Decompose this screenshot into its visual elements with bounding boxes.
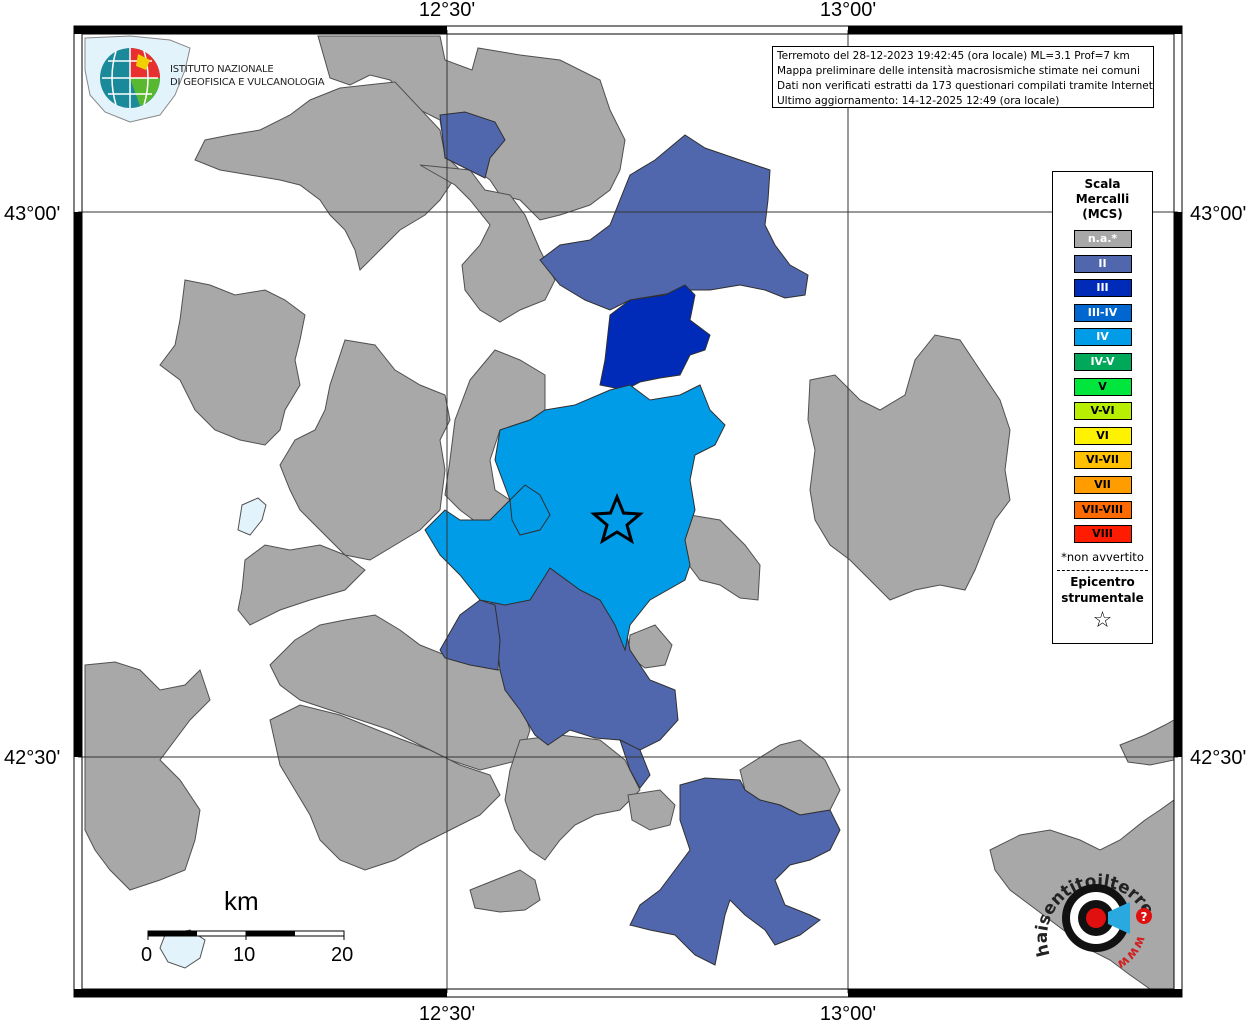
legend-items: n.a.* II III III-IV IV IV-V V V-VI VI VI-VII VII VI… [1053, 230, 1152, 544]
scale-title: km [224, 886, 259, 916]
region-ii [539, 134, 809, 311]
legend-epicenter-line2: strumentale [1061, 590, 1144, 605]
legend-item: V-VI [1073, 402, 1132, 421]
region-na [419, 164, 556, 323]
scale-bar [147, 930, 345, 940]
left-lat-label-b: 42°30' [4, 747, 60, 769]
scale-label-0: 0 [141, 944, 153, 966]
ingv-name: ISTITUTO NAZIONALE DI GEOFISICA E VULCAN… [170, 63, 325, 89]
region-iv-border [509, 484, 551, 536]
top-lon-label-b: 13°00' [820, 0, 876, 21]
right-lat-label-b: 42°30' [1190, 747, 1246, 769]
scale-label-20: 20 [331, 944, 354, 966]
legend-item: IV [1073, 328, 1132, 347]
epicenter-star-icon [590, 493, 644, 545]
event-info-line3: Dati non verificati estratti da 173 ques… [777, 80, 1154, 92]
legend-item: II [1073, 254, 1132, 273]
region-na [627, 789, 676, 831]
legend-title-line1: Scala [1084, 177, 1121, 191]
legend-epicenter-line1: Epicentro [1070, 574, 1135, 589]
ingv-name-line2: DI GEOFISICA E VULCANOLOGIA [170, 77, 325, 88]
event-info-box: Terremoto del 28-12-2023 19:42:45 (ora l… [772, 46, 1154, 108]
municipalities-iv [424, 384, 726, 652]
region-na [84, 661, 211, 891]
region-iv [424, 384, 726, 652]
legend-item: V [1073, 377, 1132, 396]
region-ii [439, 111, 506, 179]
mcs-legend: Scala Mercalli (MCS) n.a.* II III III-IV IV I… [1052, 171, 1153, 644]
legend-item: VI-VII [1073, 451, 1132, 470]
region-na [504, 734, 641, 861]
legend-item: VIII [1073, 525, 1132, 544]
legend-separator [1057, 569, 1148, 571]
map-frame [73, 25, 1183, 998]
legend-epicenter-label: Epicentro strumentale [1053, 574, 1152, 606]
event-info-line1: Terremoto del 28-12-2023 19:42:45 (ora l… [777, 50, 1130, 62]
legend-title-line3: (MCS) [1082, 207, 1123, 221]
bottom-lon-label-b: 13°00' [820, 1003, 876, 1024]
legend-star-icon: ☆ [1092, 607, 1113, 633]
ingv-logo [88, 36, 318, 126]
event-info-line2: Mappa preliminare delle intensità macros… [777, 65, 1140, 77]
region-na [469, 869, 541, 913]
right-lat-label-a: 43°00' [1190, 203, 1246, 225]
event-info-line4: Ultimo aggiornamento: 14-12-2025 12:49 (… [777, 95, 1060, 107]
legend-item: IV-V [1073, 352, 1132, 371]
ingv-globe-icon [100, 48, 160, 108]
municipalities-ii [439, 111, 841, 966]
left-lat-label-a: 43°00' [4, 203, 60, 225]
legend-item: III-IV [1073, 303, 1132, 322]
region-ii [619, 739, 651, 789]
top-lon-label-a: 12°30' [419, 0, 475, 21]
region-na [279, 339, 451, 561]
haisentito-target-icon: haisentitoilterremoto.it www ? [1019, 835, 1158, 972]
legend-item: n.a.* [1073, 230, 1132, 248]
region-na [159, 279, 306, 446]
scale-label-10: 10 [233, 944, 256, 966]
legend-item: VII-VIII [1073, 500, 1132, 519]
legend-title-line2: Mercalli [1075, 192, 1130, 206]
bottom-lon-label-a: 12°30' [419, 1003, 475, 1024]
haisentito-logo: haisentitoilterremoto.it www ? [1019, 835, 1168, 980]
legend-item: III [1073, 279, 1132, 298]
region-na [269, 704, 501, 871]
ingv-name-line1: ISTITUTO NAZIONALE [170, 64, 274, 75]
graticule [78, 30, 1178, 993]
lake [237, 497, 267, 536]
region-ii [629, 777, 841, 966]
legend-item: VI [1073, 426, 1132, 445]
region-na [807, 334, 1011, 601]
haisentito-question-icon: ? [1141, 910, 1148, 924]
legend-note: *non avvertito [1061, 549, 1144, 564]
legend-title: Scala Mercalli (MCS) [1053, 177, 1152, 222]
legend-item: VII [1073, 475, 1132, 494]
region-na [237, 544, 366, 626]
region-iii [599, 284, 711, 391]
region-ii [439, 599, 501, 671]
